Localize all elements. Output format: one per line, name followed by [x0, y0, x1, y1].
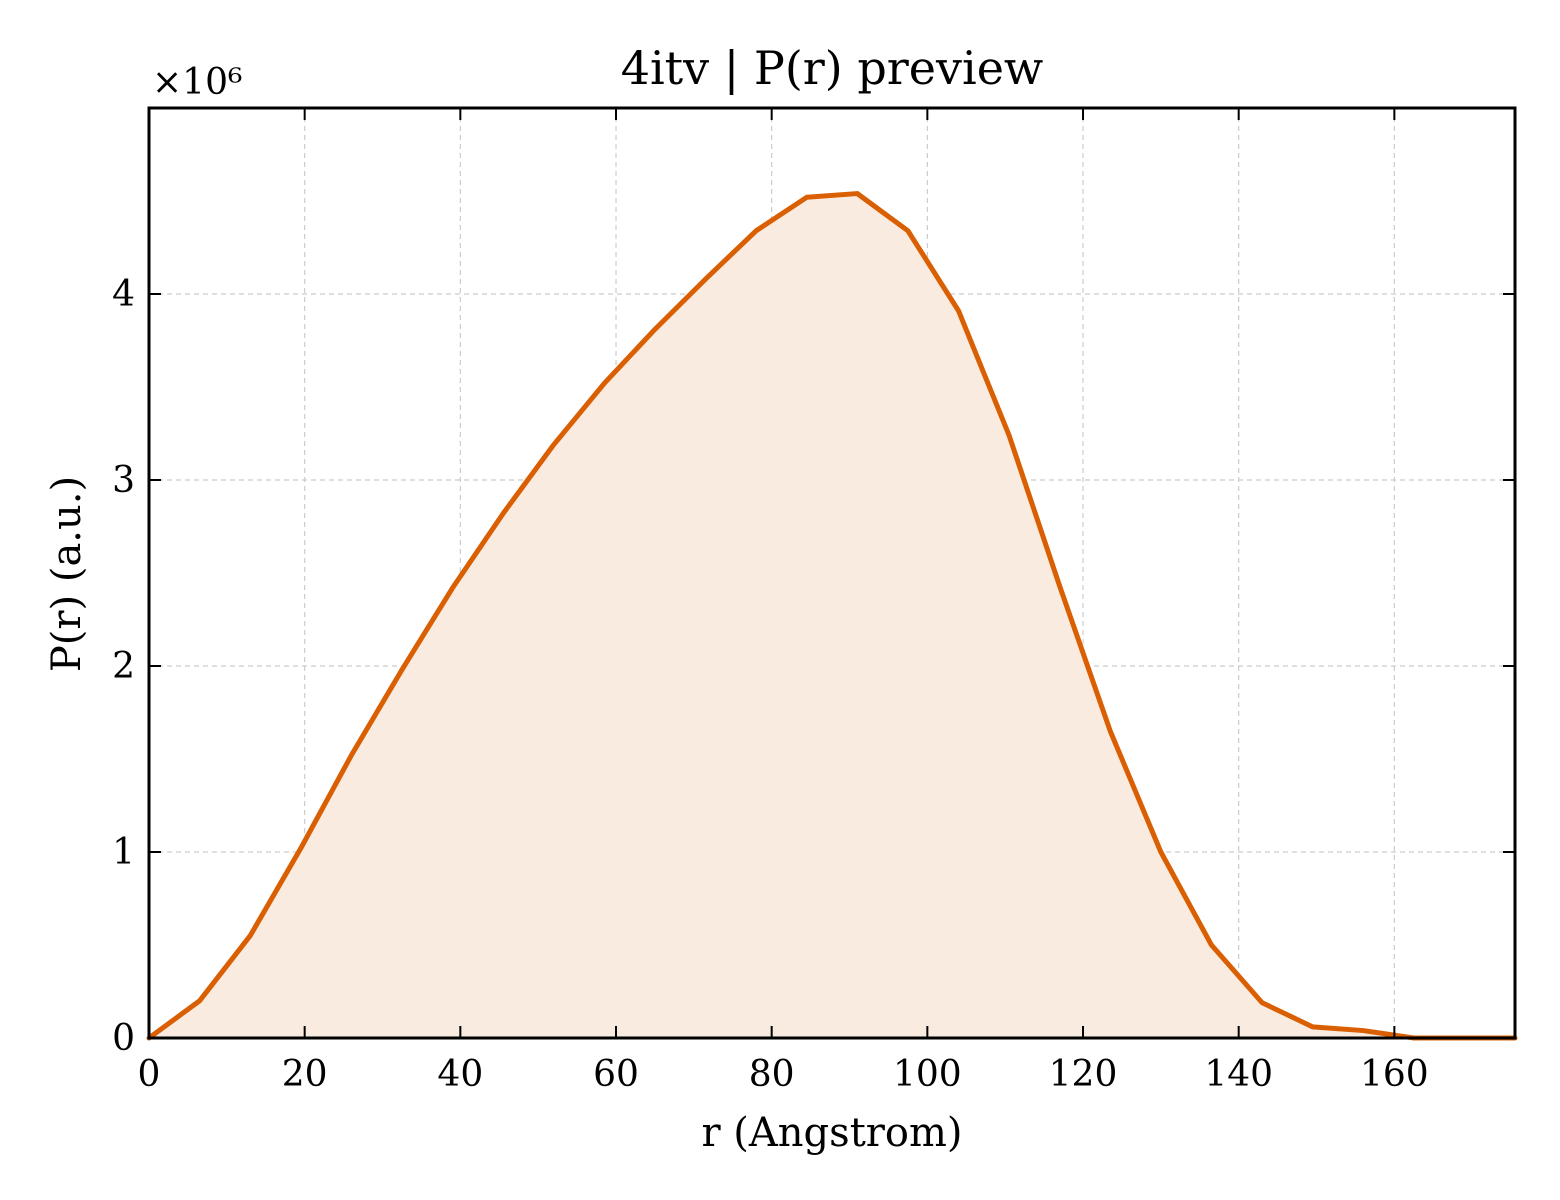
- y-tick-label: 1: [112, 832, 135, 873]
- y-tick-label: 2: [112, 646, 135, 687]
- y-tick-label: 0: [112, 1018, 135, 1059]
- x-tick-label: 120: [1049, 1054, 1118, 1095]
- y-axis-label: P(r) (a.u.): [44, 476, 90, 672]
- x-tick-label: 60: [593, 1054, 639, 1095]
- ticks: 0 20 40 60 80 100 120 140 160 0 1 2 3 4: [112, 108, 1515, 1095]
- y-axis-offset-label: ×10⁶: [152, 62, 242, 103]
- x-tick-label: 20: [282, 1054, 328, 1095]
- y-tick-label: 3: [112, 460, 135, 501]
- x-tick-label: 0: [138, 1054, 161, 1095]
- x-tick-label: 80: [749, 1054, 795, 1095]
- x-tick-label: 140: [1204, 1054, 1273, 1095]
- series-line: [146, 191, 1518, 1041]
- x-tick-label: 100: [893, 1054, 962, 1095]
- chart-title: 4itv | P(r) preview: [621, 41, 1044, 95]
- x-axis-label: r (Angstrom): [701, 1110, 962, 1156]
- series-area-fill: [149, 193, 1515, 1038]
- x-tick-label: 160: [1360, 1054, 1429, 1095]
- plot-frame: [147, 106, 1517, 1040]
- y-tick-label: 4: [112, 274, 135, 315]
- plot-area: [146, 191, 1518, 1041]
- x-tick-label: 40: [437, 1054, 483, 1095]
